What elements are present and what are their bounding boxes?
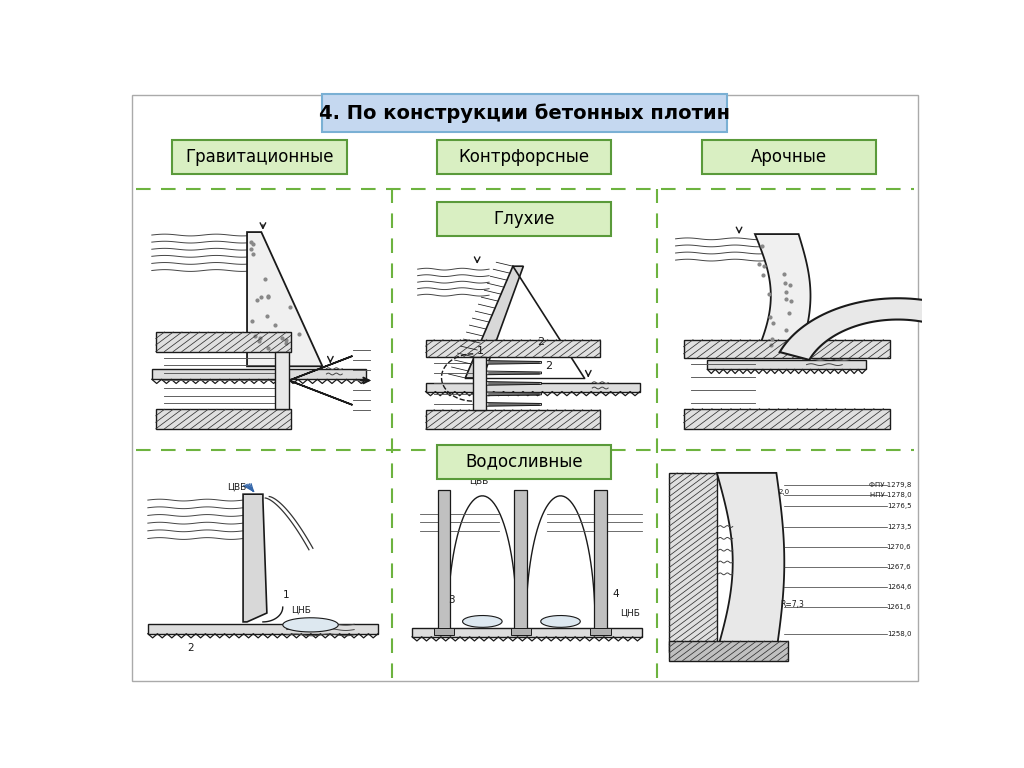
Text: 4: 4 [612,588,618,598]
Bar [274,352,289,409]
Polygon shape [486,382,542,386]
Bar [433,628,455,635]
Text: 1258,0: 1258,0 [887,631,911,637]
Text: ЦВБ: ЦВБ [227,482,247,492]
Text: 2: 2 [537,337,544,347]
Polygon shape [283,617,338,632]
FancyBboxPatch shape [436,445,611,479]
Text: 2: 2 [187,643,195,653]
Text: 1267,6: 1267,6 [887,564,911,570]
Text: 1270,6: 1270,6 [887,544,911,550]
Text: ЦВБ: ЦВБ [469,476,488,485]
Text: 1273,5: 1273,5 [887,524,911,529]
Polygon shape [247,232,323,366]
Text: Арочные: Арочные [751,148,827,166]
Bar [684,409,890,429]
Bar [684,339,890,358]
Bar [590,628,610,635]
FancyBboxPatch shape [323,94,727,132]
Text: 1276,5: 1276,5 [887,503,911,509]
Text: 1264,6: 1264,6 [887,584,911,590]
Text: ФПУ 1279,8: ФПУ 1279,8 [869,482,911,488]
Polygon shape [243,494,267,622]
Polygon shape [463,615,502,627]
Bar [156,332,291,352]
Text: 1261,6: 1261,6 [887,604,911,610]
Text: 1: 1 [283,591,290,601]
Text: 4. По конструкции бетонных плотин: 4. По конструкции бетонных плотин [319,103,730,123]
Polygon shape [486,371,542,375]
Bar [670,473,717,652]
Polygon shape [486,402,542,406]
Text: 3: 3 [447,594,455,604]
Polygon shape [755,234,810,358]
Text: R=7,3: R=7,3 [780,600,804,609]
Bar [437,490,451,635]
Text: 2: 2 [546,361,553,371]
Bar [670,641,788,660]
FancyBboxPatch shape [701,140,877,174]
Bar [426,339,600,357]
Polygon shape [486,360,542,364]
Polygon shape [717,473,784,652]
Bar [147,624,378,634]
Polygon shape [465,266,523,378]
Bar [426,409,600,429]
FancyBboxPatch shape [436,140,611,174]
Bar [152,369,367,379]
Bar [708,360,866,369]
Polygon shape [541,615,581,627]
Bar [426,382,640,392]
FancyBboxPatch shape [436,202,611,237]
Text: 1: 1 [477,346,484,356]
Text: ЦНБ: ЦНБ [291,606,310,615]
Text: Гравитационные: Гравитационные [185,148,334,166]
Polygon shape [486,392,542,396]
Text: 2,0: 2,0 [778,489,790,495]
Text: НПУ 1278,0: НПУ 1278,0 [869,492,911,498]
Polygon shape [289,356,352,405]
Text: ЦНБ: ЦНБ [620,608,640,617]
Text: Глухие: Глухие [494,210,555,228]
Text: Контрфорсные: Контрфорсные [459,148,590,166]
Bar [511,628,531,635]
Bar [514,490,527,635]
Text: Водосливные: Водосливные [465,453,583,471]
Bar [156,409,291,429]
Bar [594,490,606,635]
Polygon shape [779,298,1016,360]
Bar [412,628,642,637]
FancyBboxPatch shape [172,140,347,174]
Bar [473,357,486,409]
